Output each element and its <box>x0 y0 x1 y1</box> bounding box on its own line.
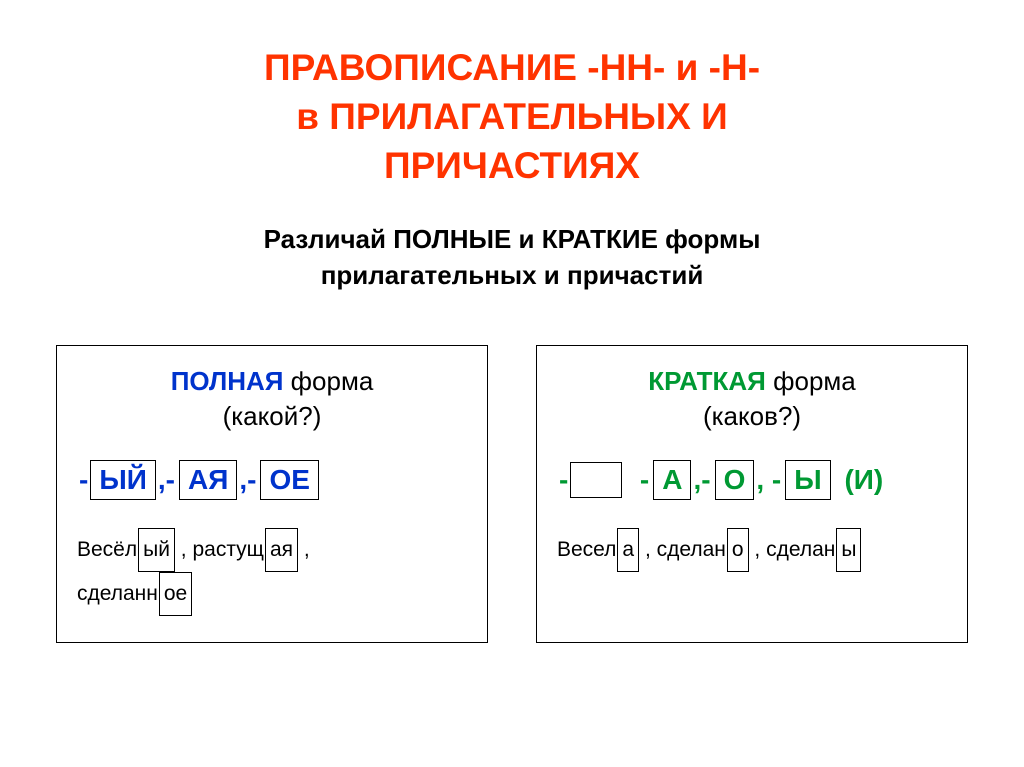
title-line-2: в ПРИЛАГАТЕЛЬНЫХ И <box>0 93 1024 142</box>
dash: - <box>559 464 568 496</box>
full-endings-row: - ЫЙ ,- АЯ ,- ОЕ <box>77 460 467 500</box>
sep: , <box>645 538 657 561</box>
short-question: (каков?) <box>703 401 801 431</box>
sep: - <box>624 464 649 496</box>
full-examples: Весёлый , растущая , сделанное <box>77 528 467 616</box>
short-card-heading: КРАТКАЯ форма (каков?) <box>557 364 947 434</box>
full-form-word: форма <box>283 366 373 396</box>
subtitle-line-1: Различай ПОЛНЫЕ и КРАТКИЕ формы <box>0 222 1024 257</box>
example-ending-box: ая <box>265 528 298 572</box>
short-form-word: форма <box>766 366 856 396</box>
example-stem: растущ <box>192 538 264 561</box>
subtitle-line-2: прилагательных и причастий <box>0 258 1024 293</box>
sub-title: Различай ПОЛНЫЕ и КРАТКИЕ формы прилагат… <box>0 222 1024 292</box>
columns: ПОЛНАЯ форма (какой?) - ЫЙ ,- АЯ ,- ОЕ В… <box>0 345 1024 643</box>
endings-tail <box>837 464 845 496</box>
ending-box: О <box>715 460 755 500</box>
example-stem: сделан <box>657 538 726 561</box>
short-form-card: КРАТКАЯ форма (каков?) - - А ,- О , - Ы … <box>536 345 968 643</box>
example-stem: сделан <box>766 538 835 561</box>
example-stem: сделанн <box>77 582 158 605</box>
ending-box: А <box>653 460 691 500</box>
slide: ПРАВОПИСАНИЕ -НН- и -Н- в ПРИЛАГАТЕЛЬНЫХ… <box>0 0 1024 767</box>
example-ending-box: ы <box>836 528 861 572</box>
sep: ,- <box>693 464 710 496</box>
sep: , <box>181 538 193 561</box>
example-stem: Весёл <box>77 538 137 561</box>
dash: - <box>79 464 88 496</box>
endings-tail-text: (И) <box>844 464 883 496</box>
example-stem: Весел <box>557 538 616 561</box>
short-endings-row: - - А ,- О , - Ы (И) <box>557 460 947 500</box>
ending-box: АЯ <box>179 460 237 500</box>
title-line-1: ПРАВОПИСАНИЕ -НН- и -Н- <box>0 44 1024 93</box>
example-ending-box: ый <box>138 528 175 572</box>
full-type-label: ПОЛНАЯ <box>171 366 284 396</box>
full-question: (какой?) <box>223 401 322 431</box>
sep: ,- <box>239 464 256 496</box>
title-line-3: ПРИЧАСТИЯХ <box>0 142 1024 191</box>
ending-box: ЫЙ <box>90 460 156 500</box>
sep: , <box>754 538 766 561</box>
example-ending-box: а <box>617 528 639 572</box>
ending-box: Ы <box>785 460 830 500</box>
sep: , - <box>756 464 781 496</box>
example-ending-box: о <box>727 528 749 572</box>
full-form-card: ПОЛНАЯ форма (какой?) - ЫЙ ,- АЯ ,- ОЕ В… <box>56 345 488 643</box>
short-examples: Весела , сделано , сделаны <box>557 528 947 572</box>
ending-box-empty <box>570 462 622 498</box>
short-type-label: КРАТКАЯ <box>648 366 766 396</box>
full-card-heading: ПОЛНАЯ форма (какой?) <box>77 364 467 434</box>
main-title: ПРАВОПИСАНИЕ -НН- и -Н- в ПРИЛАГАТЕЛЬНЫХ… <box>0 0 1024 190</box>
sep: , <box>304 538 310 561</box>
ending-box: ОЕ <box>260 460 318 500</box>
example-ending-box: ое <box>159 572 192 616</box>
sep: ,- <box>158 464 175 496</box>
